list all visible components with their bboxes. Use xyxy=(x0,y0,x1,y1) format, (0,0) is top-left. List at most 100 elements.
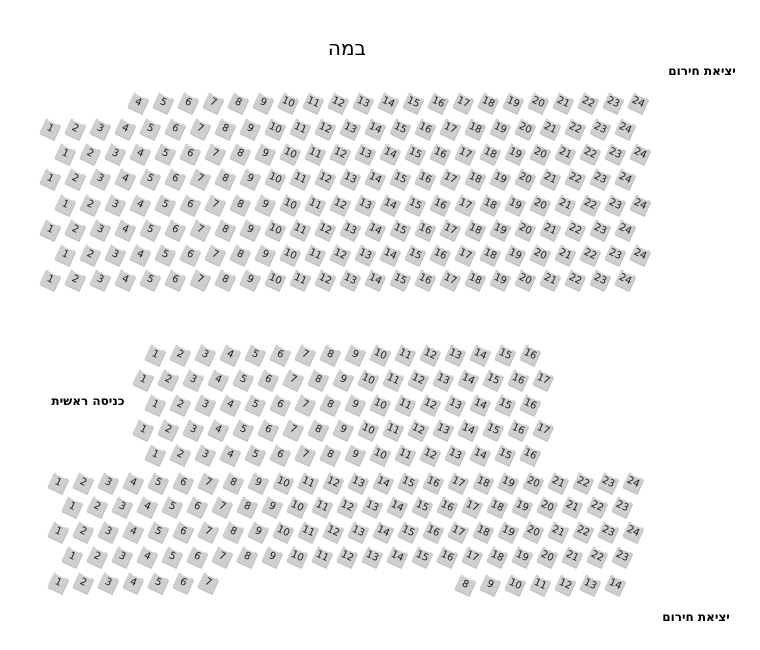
seat[interactable]: 16 xyxy=(429,194,451,216)
seat[interactable]: 17 xyxy=(461,496,483,518)
seat[interactable]: 2 xyxy=(79,143,101,165)
seat[interactable]: 2 xyxy=(79,244,101,266)
seat[interactable]: 7 xyxy=(197,472,219,494)
seat[interactable]: 15 xyxy=(404,143,426,165)
seat[interactable]: 24 xyxy=(614,118,636,140)
seat[interactable]: 6 xyxy=(164,118,186,140)
seat[interactable]: 23 xyxy=(597,472,619,494)
seat[interactable]: 14 xyxy=(364,118,386,140)
seat[interactable]: 11 xyxy=(289,219,311,241)
seat[interactable]: 6 xyxy=(179,244,201,266)
seat[interactable]: 12 xyxy=(314,269,336,291)
seat[interactable]: 22 xyxy=(586,546,608,568)
seat[interactable]: 14 xyxy=(364,269,386,291)
seat[interactable]: 4 xyxy=(122,572,144,594)
seat[interactable]: 11 xyxy=(297,472,319,494)
seat[interactable]: 1 xyxy=(39,219,61,241)
seat[interactable]: 12 xyxy=(322,521,344,543)
seat[interactable]: 2 xyxy=(86,496,108,518)
seat[interactable]: 10 xyxy=(277,92,299,114)
seat[interactable]: 2 xyxy=(157,369,179,391)
seat[interactable]: 6 xyxy=(257,419,279,441)
seat[interactable]: 13 xyxy=(339,168,361,190)
seat[interactable]: 2 xyxy=(169,444,191,466)
seat[interactable]: 7 xyxy=(204,244,226,266)
seat[interactable]: 4 xyxy=(114,168,136,190)
seat[interactable]: 14 xyxy=(604,574,626,596)
seat[interactable]: 8 xyxy=(307,369,329,391)
seat[interactable]: 3 xyxy=(104,143,126,165)
seat[interactable]: 8 xyxy=(229,244,251,266)
seat[interactable]: 12 xyxy=(322,472,344,494)
seat[interactable]: 7 xyxy=(204,194,226,216)
seat[interactable]: 11 xyxy=(304,194,326,216)
seat[interactable]: 23 xyxy=(604,244,626,266)
seat[interactable]: 24 xyxy=(622,472,644,494)
seat[interactable]: 13 xyxy=(354,194,376,216)
seat[interactable]: 10 xyxy=(279,194,301,216)
seat[interactable]: 2 xyxy=(72,472,94,494)
seat[interactable]: 1 xyxy=(132,419,154,441)
seat[interactable]: 23 xyxy=(602,92,624,114)
seat[interactable]: 24 xyxy=(622,521,644,543)
seat[interactable]: 10 xyxy=(369,344,391,366)
seat[interactable]: 2 xyxy=(72,572,94,594)
seat[interactable]: 15 xyxy=(389,269,411,291)
seat[interactable]: 5 xyxy=(139,219,161,241)
seat[interactable]: 9 xyxy=(261,496,283,518)
seat[interactable]: 7 xyxy=(211,496,233,518)
seat[interactable]: 11 xyxy=(304,244,326,266)
seat[interactable]: 8 xyxy=(222,521,244,543)
seat[interactable]: 12 xyxy=(336,546,358,568)
seat[interactable]: 10 xyxy=(357,419,379,441)
seat[interactable]: 1 xyxy=(47,572,69,594)
seat[interactable]: 4 xyxy=(129,244,151,266)
seat[interactable]: 5 xyxy=(152,92,174,114)
seat[interactable]: 14 xyxy=(364,168,386,190)
seat[interactable]: 23 xyxy=(597,521,619,543)
seat[interactable]: 9 xyxy=(344,344,366,366)
seat[interactable]: 5 xyxy=(147,521,169,543)
seat[interactable]: 17 xyxy=(439,168,461,190)
seat[interactable]: 2 xyxy=(157,419,179,441)
seat[interactable]: 3 xyxy=(104,194,126,216)
seat[interactable]: 16 xyxy=(414,168,436,190)
seat[interactable]: 17 xyxy=(447,472,469,494)
seat[interactable]: 4 xyxy=(136,496,158,518)
seat[interactable]: 15 xyxy=(389,168,411,190)
seat[interactable]: 15 xyxy=(404,194,426,216)
seat[interactable]: 21 xyxy=(539,219,561,241)
seat[interactable]: 1 xyxy=(54,143,76,165)
seat[interactable]: 16 xyxy=(519,344,541,366)
seat[interactable]: 7 xyxy=(211,546,233,568)
seat[interactable]: 15 xyxy=(402,92,424,114)
seat[interactable]: 9 xyxy=(332,369,354,391)
seat[interactable]: 8 xyxy=(227,92,249,114)
seat[interactable]: 19 xyxy=(504,143,526,165)
seat[interactable]: 20 xyxy=(536,546,558,568)
seat[interactable]: 12 xyxy=(314,168,336,190)
seat[interactable]: 1 xyxy=(144,394,166,416)
seat[interactable]: 12 xyxy=(554,574,576,596)
seat[interactable]: 2 xyxy=(169,394,191,416)
seat[interactable]: 7 xyxy=(189,118,211,140)
seat[interactable]: 1 xyxy=(144,444,166,466)
seat[interactable]: 1 xyxy=(39,269,61,291)
seat[interactable]: 24 xyxy=(614,168,636,190)
seat[interactable]: 21 xyxy=(539,168,561,190)
seat[interactable]: 3 xyxy=(111,546,133,568)
seat[interactable]: 6 xyxy=(164,219,186,241)
seat[interactable]: 8 xyxy=(222,472,244,494)
seat[interactable]: 6 xyxy=(257,369,279,391)
seat[interactable]: 2 xyxy=(72,521,94,543)
seat[interactable]: 4 xyxy=(114,118,136,140)
seat[interactable]: 5 xyxy=(139,168,161,190)
seat[interactable]: 5 xyxy=(232,419,254,441)
seat[interactable]: 7 xyxy=(282,419,304,441)
seat[interactable]: 15 xyxy=(389,118,411,140)
seat[interactable]: 9 xyxy=(254,194,276,216)
seat[interactable]: 23 xyxy=(589,118,611,140)
seat[interactable]: 5 xyxy=(154,194,176,216)
seat[interactable]: 13 xyxy=(339,219,361,241)
seat[interactable]: 4 xyxy=(219,394,241,416)
